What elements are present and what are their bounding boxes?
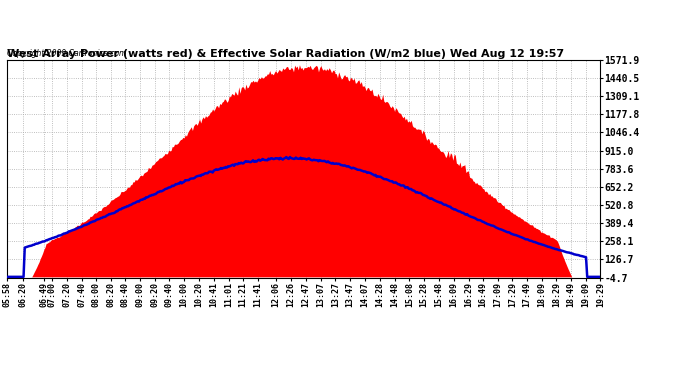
Text: Copyright 2009 Cartronics.com: Copyright 2009 Cartronics.com [7,49,126,58]
Text: West Array Power (watts red) & Effective Solar Radiation (W/m2 blue) Wed Aug 12 : West Array Power (watts red) & Effective… [7,49,564,59]
